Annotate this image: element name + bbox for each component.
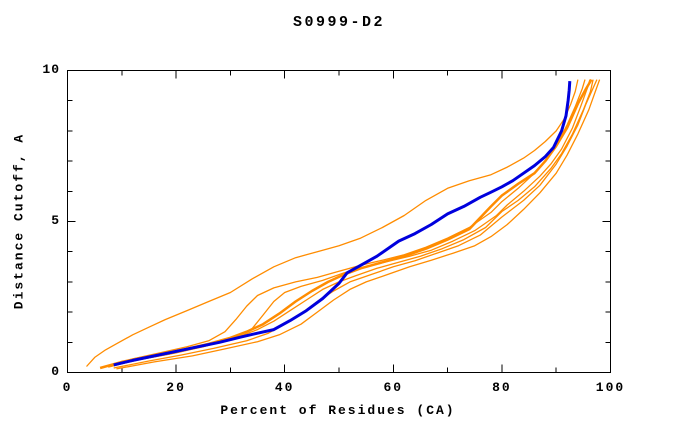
x-axis-label: Percent of Residues (CA) [220,403,456,418]
y-tick-label: 10 [42,61,60,77]
x-tick-label: 40 [274,380,295,395]
x-tick-label: 60 [383,380,404,395]
model-curve-outlier [86,79,579,367]
highlighted-model-curve [113,81,572,367]
y-tick-label: 0 [51,363,60,379]
model-curve-2 [105,79,586,368]
x-tick-label: 0 [62,380,73,395]
x-tick-label: 20 [166,380,186,395]
model-curve-5 [113,79,598,369]
model-curve-4 [110,79,594,367]
model-curve-thick [99,78,593,370]
x-tick-label: 100 [595,380,626,395]
chart-title: S0999-D2 [292,14,386,31]
model-curve-3 [108,79,591,368]
x-tick-label: 80 [492,380,512,395]
model-curve-6 [116,79,601,370]
y-tick-label: 5 [51,212,60,228]
